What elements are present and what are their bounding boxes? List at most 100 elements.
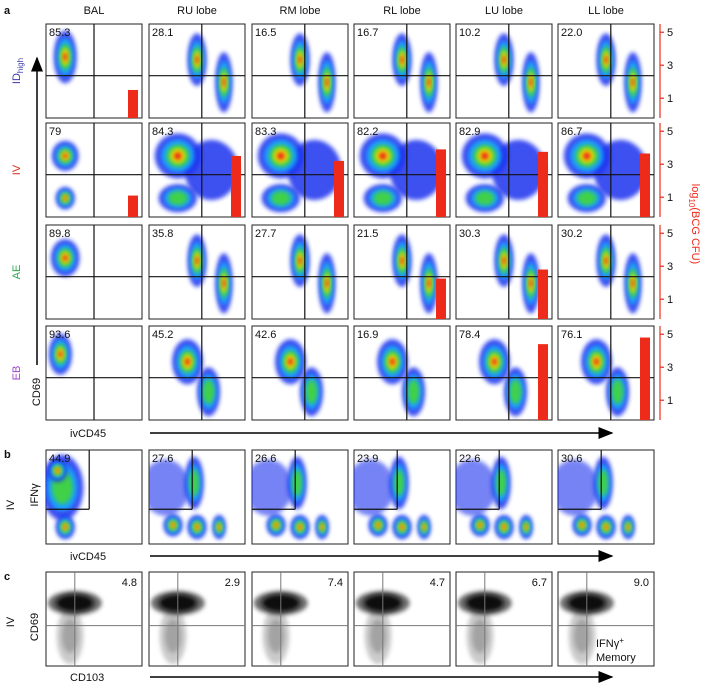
plot-area xyxy=(47,590,102,665)
column-header: LU lobe xyxy=(485,5,523,17)
percent-label: 83.3 xyxy=(255,126,276,138)
plot-area xyxy=(392,33,438,113)
density xyxy=(394,469,404,497)
cfu-tick-label: 1 xyxy=(667,294,673,306)
density xyxy=(325,77,329,88)
density xyxy=(305,379,318,405)
plot-area xyxy=(479,339,528,417)
density xyxy=(626,525,630,530)
percent-label: 22.6 xyxy=(459,453,480,465)
legend-main: IFNγ+ xyxy=(596,636,624,650)
density xyxy=(389,357,396,366)
cfu-bar xyxy=(640,337,650,420)
panel-letter: c xyxy=(4,571,10,583)
density xyxy=(276,152,285,160)
percent-label: 4.7 xyxy=(430,577,445,589)
density xyxy=(271,191,291,206)
density xyxy=(63,196,67,201)
plot-area xyxy=(253,590,308,665)
density xyxy=(593,357,600,366)
plot-area xyxy=(154,133,239,213)
density xyxy=(604,55,608,65)
row-label-text: ID xyxy=(11,73,23,84)
density xyxy=(456,459,497,516)
cfu-tick-label: 5 xyxy=(667,126,673,138)
density xyxy=(373,191,393,206)
density xyxy=(63,525,67,530)
density xyxy=(267,619,285,653)
density xyxy=(320,525,324,530)
density xyxy=(61,619,79,653)
density xyxy=(195,256,199,266)
density xyxy=(222,278,226,289)
density xyxy=(189,469,199,497)
plot-area xyxy=(581,339,630,417)
percent-label: 30.2 xyxy=(561,228,582,240)
density xyxy=(502,525,506,530)
panel-letter: b xyxy=(4,449,11,461)
density xyxy=(427,77,431,88)
density xyxy=(58,350,63,358)
plot-area xyxy=(257,133,342,213)
density xyxy=(496,469,506,497)
plot-area xyxy=(46,454,84,540)
density xyxy=(195,55,199,65)
density xyxy=(184,357,191,366)
density xyxy=(164,619,182,653)
density xyxy=(478,523,482,528)
cfu-tick-label: 5 xyxy=(667,27,673,39)
cfu-bar xyxy=(538,269,548,319)
cfu-bar xyxy=(538,344,548,420)
plot-area xyxy=(392,234,438,314)
percent-label: 26.6 xyxy=(255,453,276,465)
percent-label: 28.1 xyxy=(152,27,173,39)
percent-label: 10.2 xyxy=(459,27,480,39)
density xyxy=(611,379,624,405)
density xyxy=(631,278,635,289)
density xyxy=(598,469,608,497)
cfu-bar xyxy=(128,195,138,217)
y-axis-label: CD69 xyxy=(29,613,41,641)
row-label-sub: high xyxy=(16,58,25,73)
percent-label: 30.3 xyxy=(459,228,480,240)
density xyxy=(62,254,68,262)
cfu-label-prefix: log xyxy=(689,184,701,199)
density xyxy=(427,278,431,289)
density xyxy=(55,468,60,473)
plot-area xyxy=(456,456,533,540)
percent-label: 79 xyxy=(49,126,61,138)
percent-label: 16.5 xyxy=(255,27,276,39)
cfu-tick-label: 1 xyxy=(667,395,673,407)
row-label: EB xyxy=(11,366,23,381)
density xyxy=(529,278,533,289)
density xyxy=(573,619,591,653)
percent-label: 22.0 xyxy=(561,27,582,39)
density xyxy=(631,77,635,88)
percent-label: 30.6 xyxy=(561,453,582,465)
percent-label: 45.2 xyxy=(152,329,173,341)
column-header: RL lobe xyxy=(383,5,421,17)
cfu-tick-label: 1 xyxy=(667,93,673,105)
density xyxy=(195,525,199,530)
percent-label: 4.8 xyxy=(122,577,137,589)
percent-label: 16.7 xyxy=(357,27,378,39)
density xyxy=(400,256,404,266)
plot-area xyxy=(359,133,444,213)
density xyxy=(502,256,506,266)
density xyxy=(422,525,426,530)
plot-area xyxy=(252,456,329,540)
plot-area xyxy=(50,239,80,277)
cfu-bar xyxy=(334,160,344,217)
percent-label: 16.9 xyxy=(357,329,378,341)
percent-label: 23.9 xyxy=(357,453,378,465)
density xyxy=(577,191,597,206)
cfu-tick-label: 5 xyxy=(667,228,673,240)
plot-area xyxy=(377,339,426,417)
density xyxy=(171,523,175,528)
percent-label: 9.0 xyxy=(634,577,649,589)
density xyxy=(604,525,608,530)
cfu-tick-label: 1 xyxy=(667,192,673,204)
x-axis-label: ivCD45 xyxy=(70,551,106,563)
row-label-text: AE xyxy=(11,265,23,280)
